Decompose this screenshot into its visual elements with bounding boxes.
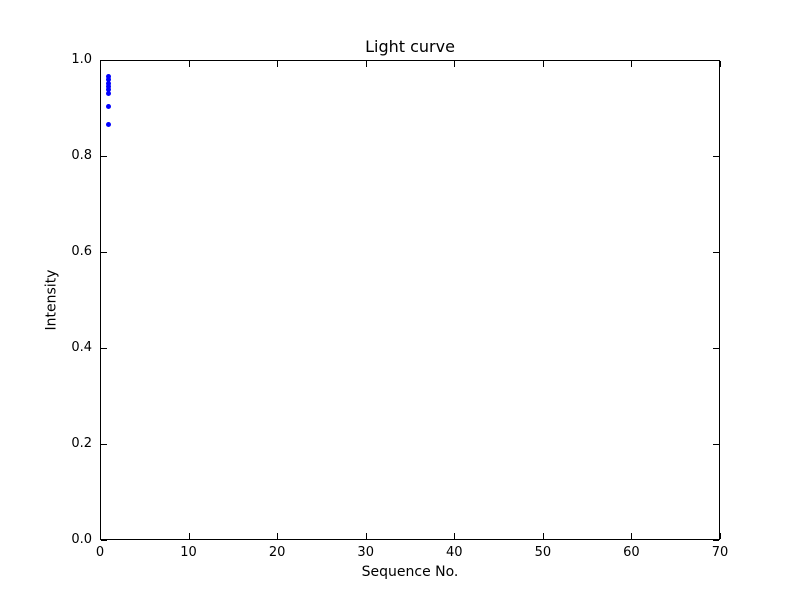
x-tick-bottom: [277, 533, 279, 539]
x-tick-label: 40: [446, 545, 463, 560]
x-tick-bottom: [454, 533, 456, 539]
y-tick-left: [101, 540, 107, 541]
x-tick-bottom: [720, 533, 721, 539]
x-tick-bottom: [365, 533, 367, 539]
y-tick-label: 0.2: [71, 436, 92, 451]
y-tick-left: [101, 348, 107, 349]
y-tick-label: 0.8: [71, 148, 92, 163]
x-tick-top: [100, 61, 101, 67]
y-tick-left: [101, 252, 107, 253]
data-point: [106, 77, 112, 83]
y-tick-label: 1.0: [71, 52, 92, 67]
y-tick-label: 0.4: [71, 340, 92, 355]
data-point: [106, 83, 112, 89]
y-tick-left: [101, 60, 107, 61]
x-tick-top: [277, 61, 279, 67]
y-axis-label: Intensity: [43, 269, 60, 331]
x-tick-top: [365, 61, 367, 67]
data-point: [106, 87, 112, 93]
x-tick-bottom: [542, 533, 544, 539]
y-tick-label: 0.6: [71, 244, 92, 259]
y-tick-right: [713, 348, 719, 349]
x-tick-label: 20: [268, 545, 286, 560]
y-tick-label: 0.0: [71, 532, 92, 547]
x-axis-label: Sequence No.: [361, 564, 459, 580]
plot-area: [100, 60, 721, 541]
x-tick-bottom: [631, 533, 633, 539]
y-tick-left: [101, 444, 107, 445]
x-tick-top: [188, 61, 190, 67]
x-tick-top: [542, 61, 544, 67]
y-tick-right: [713, 252, 719, 253]
x-tick-label: 50: [534, 545, 552, 560]
x-tick-label: 70: [711, 545, 729, 560]
x-tick-label: 30: [357, 545, 374, 560]
x-tick-label: 10: [180, 545, 197, 560]
x-tick-top: [631, 61, 633, 67]
y-tick-right: [713, 540, 719, 541]
data-point: [106, 122, 112, 128]
x-tick-top: [454, 61, 456, 67]
data-point: [106, 73, 112, 79]
y-tick-right: [713, 60, 719, 61]
x-tick-label: 0: [95, 545, 105, 560]
y-tick-right: [713, 444, 719, 445]
x-tick-bottom: [188, 533, 190, 539]
data-point: [106, 90, 112, 96]
x-tick-label: 60: [623, 545, 640, 560]
chart-title: Light curve: [365, 37, 455, 56]
y-tick-left: [101, 156, 107, 157]
y-tick-right: [713, 156, 719, 157]
data-point: [106, 103, 112, 109]
data-point: [106, 80, 112, 86]
x-tick-bottom: [100, 533, 101, 539]
x-tick-top: [720, 61, 721, 67]
